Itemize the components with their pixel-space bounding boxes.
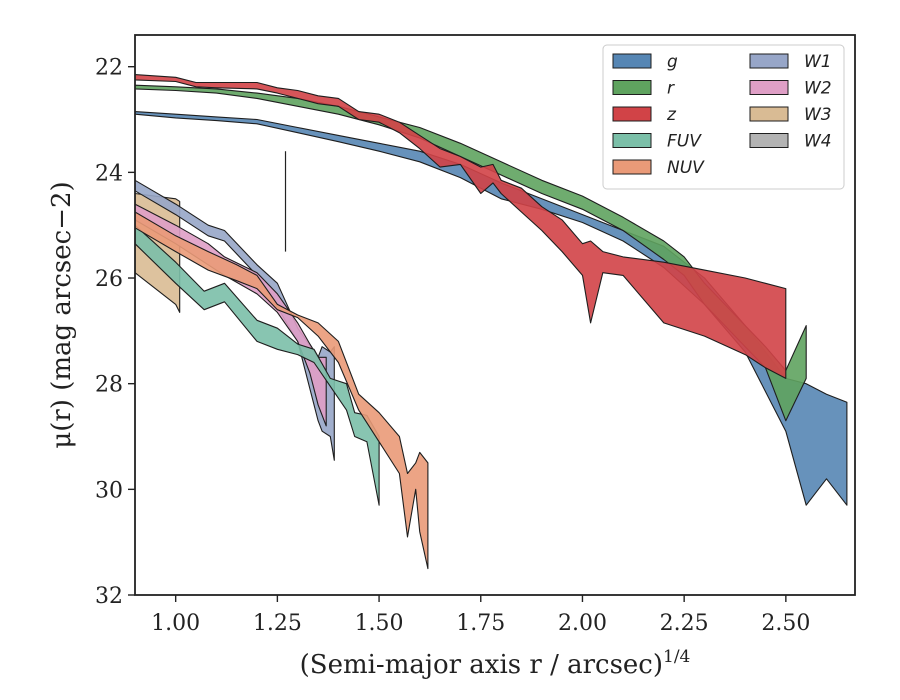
legend-swatch-W3 <box>749 106 789 122</box>
legend-label-g: g <box>667 52 678 72</box>
ticks-layer: 1.00 1.25 1.50 1.75 2.00 2.25 2.50 22 24 26 28 30 32 <box>95 56 810 636</box>
x-axis-label: (Semi-major axis r / arcsec)1/4 <box>300 647 691 680</box>
legend-swatch-W1 <box>749 53 789 69</box>
legend-label-W4: W4 <box>804 132 832 152</box>
y-tick-label: 22 <box>95 56 123 81</box>
legend-label-W1: W1 <box>804 52 832 72</box>
band-r <box>135 84 807 422</box>
y-tick-label: 28 <box>95 373 123 398</box>
legend-label-W2: W2 <box>804 79 832 99</box>
legend-swatch-W4 <box>749 133 789 148</box>
legend-label-z: z <box>666 105 677 125</box>
series-layer <box>135 74 848 570</box>
legend-swatch-z <box>612 106 652 122</box>
plot-frame <box>134 34 856 596</box>
y-tick-label: 30 <box>95 478 123 503</box>
band-FUV <box>135 224 380 506</box>
x-tick-label: 1.75 <box>456 611 505 636</box>
legend-label-r: r <box>667 79 675 99</box>
band-z <box>135 74 787 379</box>
x-tick-label: 2.25 <box>660 611 709 636</box>
band-W1 <box>135 179 335 461</box>
y-tick-label: 26 <box>95 267 123 292</box>
legend-swatch-W2 <box>749 80 789 95</box>
x-tick-label: 1.50 <box>355 611 404 636</box>
legend-swatch-r <box>612 80 652 95</box>
x-tick-label: 2.00 <box>558 611 607 636</box>
y-tick-label: 32 <box>95 584 123 609</box>
x-tick-label: 1.00 <box>151 611 200 636</box>
y-axis-label: μ(r) (mag arcsec−2) <box>47 181 77 448</box>
legend-swatch-NUV <box>612 159 652 175</box>
legend-swatch-g <box>612 53 652 69</box>
legend-label-NUV: NUV <box>667 158 705 178</box>
legend-label-FUV: FUV <box>667 132 702 152</box>
x-tick-label: 1.25 <box>253 611 302 636</box>
legend: grz FUV NUV W1 W2 W3 W4 <box>602 44 845 190</box>
band-NUV <box>135 211 429 570</box>
band-g <box>135 111 848 506</box>
x-tick-label: 2.50 <box>761 611 810 636</box>
legend-label-W3: W3 <box>804 105 832 125</box>
y-tick-label: 24 <box>95 161 123 186</box>
legend-swatch-FUV <box>612 133 652 148</box>
